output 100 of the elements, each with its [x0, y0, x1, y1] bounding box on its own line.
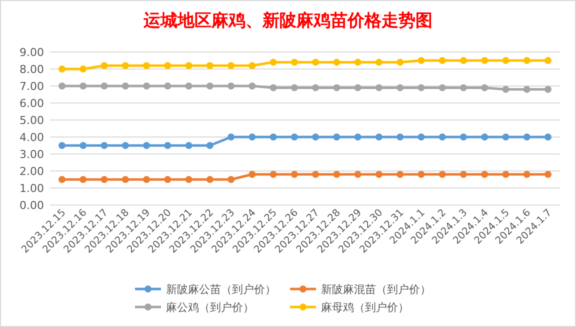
point — [164, 142, 172, 149]
point — [460, 57, 467, 64]
point — [375, 84, 382, 92]
point — [418, 57, 425, 64]
y-tick-label: 0.00 — [20, 198, 44, 212]
point — [418, 134, 425, 140]
point — [333, 134, 340, 140]
point — [290, 134, 298, 140]
point — [312, 84, 320, 92]
point — [396, 84, 404, 92]
point — [290, 170, 298, 178]
y-tick-label: 2.00 — [20, 164, 44, 178]
point — [523, 57, 530, 64]
point — [122, 82, 129, 90]
y-tick-label: 3.00 — [20, 148, 44, 161]
point — [375, 134, 382, 140]
point — [481, 84, 488, 92]
point — [206, 176, 214, 183]
point — [375, 58, 382, 66]
legend-label: 新陂麻公苗（到户价） — [166, 282, 276, 296]
point — [354, 134, 362, 140]
y-tick-label: 1.00 — [20, 182, 44, 195]
point — [248, 62, 256, 70]
point — [80, 82, 87, 90]
point — [185, 82, 192, 90]
point — [396, 58, 404, 66]
y-tick-label: 8.00 — [20, 62, 44, 76]
point — [270, 58, 277, 66]
point — [143, 142, 150, 149]
point — [248, 134, 256, 140]
point — [228, 82, 235, 90]
point — [58, 66, 66, 72]
point — [290, 84, 298, 92]
point — [438, 134, 446, 140]
point — [122, 176, 129, 183]
point — [502, 86, 510, 93]
point — [354, 58, 362, 66]
point — [396, 134, 404, 140]
point — [58, 82, 66, 90]
point — [312, 134, 320, 140]
point — [143, 62, 150, 70]
y-tick-label: 4.00 — [20, 130, 44, 144]
point — [523, 86, 530, 93]
point — [143, 176, 150, 183]
point — [523, 170, 530, 178]
point — [544, 86, 552, 93]
point — [460, 134, 467, 140]
legend-label: 麻母鸡（到户价） — [321, 300, 409, 314]
point — [375, 170, 382, 178]
point — [100, 62, 108, 70]
point — [206, 82, 214, 90]
point — [418, 84, 425, 92]
point — [122, 62, 129, 70]
point — [122, 142, 129, 149]
point — [80, 176, 87, 183]
legend-label: 新陂麻混苗（到户价） — [321, 282, 431, 296]
point — [270, 134, 277, 140]
point — [481, 170, 488, 178]
point — [438, 57, 446, 64]
point — [523, 134, 530, 140]
point — [80, 66, 87, 72]
chart-title: 运城地区麻鸡、新陂麻鸡苗价格走势图 — [142, 11, 432, 31]
point — [270, 84, 277, 92]
point — [438, 84, 446, 92]
point — [228, 62, 235, 70]
point — [164, 62, 172, 70]
point — [164, 82, 172, 90]
point — [333, 58, 340, 66]
point — [58, 142, 66, 149]
y-tick-label: 9.00 — [20, 46, 44, 59]
point — [100, 176, 108, 183]
point — [396, 170, 404, 178]
point — [290, 58, 298, 66]
point — [185, 62, 192, 70]
point — [312, 170, 320, 178]
point — [481, 134, 488, 140]
point — [460, 170, 467, 178]
point — [544, 170, 552, 178]
point — [502, 134, 510, 140]
point — [502, 170, 510, 178]
point — [438, 170, 446, 178]
point — [354, 84, 362, 92]
point — [544, 134, 552, 140]
legend-label: 麻公鸡（到户价） — [166, 300, 254, 314]
point — [333, 84, 340, 92]
point — [312, 58, 320, 66]
point — [270, 170, 277, 178]
y-tick-label: 7.00 — [20, 80, 44, 93]
point — [418, 170, 425, 178]
y-tick-label: 6.00 — [20, 96, 44, 110]
point — [185, 176, 192, 183]
point — [100, 142, 108, 149]
point — [248, 82, 256, 90]
point — [228, 176, 235, 183]
point — [481, 57, 488, 64]
point — [100, 82, 108, 90]
point — [502, 57, 510, 64]
point — [354, 170, 362, 178]
y-tick-label: 5.00 — [20, 114, 44, 127]
point — [333, 170, 340, 178]
